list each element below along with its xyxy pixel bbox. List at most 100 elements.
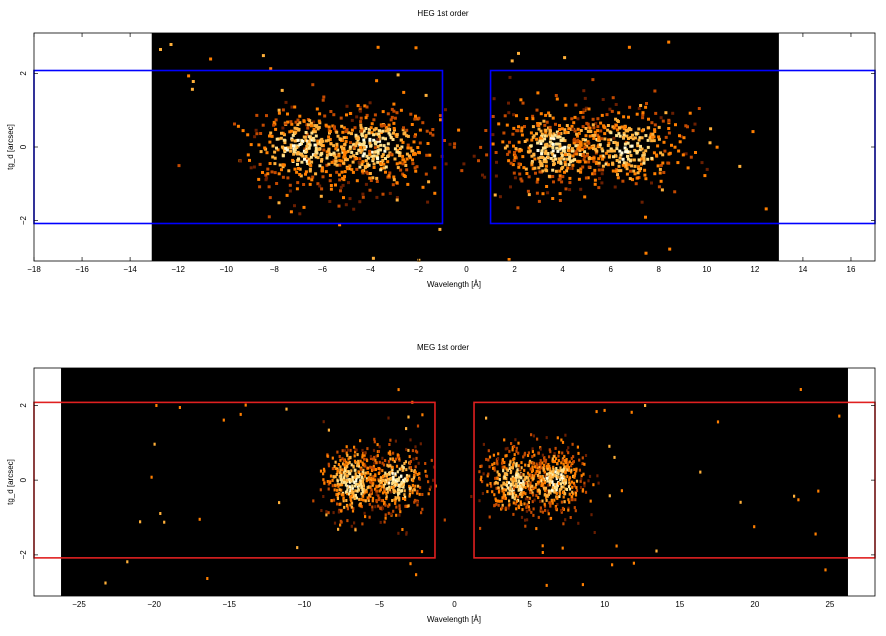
- meg-event-pixel: [526, 518, 529, 522]
- meg-event-pixel: [520, 476, 523, 480]
- heg-event-pixel: [637, 138, 641, 142]
- heg-event-pixel: [523, 140, 527, 143]
- heg-event-pixel: [576, 134, 579, 138]
- heg-event-pixel: [411, 158, 414, 162]
- meg-event-pixel: [327, 487, 330, 491]
- heg-x-tick-label: 16: [847, 265, 856, 274]
- heg-x-tick-label: 8: [657, 265, 662, 274]
- heg-event-pixel: [626, 154, 629, 158]
- meg-event-pixel: [370, 481, 373, 485]
- heg-event-pixel: [334, 147, 338, 151]
- meg-event-pixel: [523, 453, 526, 457]
- meg-event-pixel: [410, 469, 413, 472]
- heg-event-pixel: [676, 161, 680, 165]
- heg-event-pixel: [565, 157, 569, 161]
- meg-event-pixel: [389, 452, 392, 456]
- heg-event-pixel: [583, 150, 587, 154]
- heg-event-pixel: [652, 139, 656, 143]
- meg-event-pixel: [371, 483, 374, 487]
- heg-event-pixel: [554, 157, 558, 161]
- meg-event-pixel: [416, 503, 419, 507]
- meg-event-pixel: [362, 477, 365, 481]
- meg-event-pixel: [529, 467, 532, 471]
- heg-event-pixel: [492, 97, 496, 101]
- heg-event-pixel: [600, 113, 604, 117]
- heg-event-pixel: [388, 133, 392, 137]
- heg-event-pixel: [360, 127, 364, 131]
- meg-event-pixel: [349, 495, 352, 499]
- heg-event-pixel: [519, 177, 523, 181]
- meg-event-pixel: [405, 532, 408, 536]
- meg-event-pixel: [351, 484, 354, 488]
- meg-event-pixel: [326, 454, 329, 458]
- meg-event-pixel: [487, 458, 490, 462]
- heg-event-pixel: [606, 128, 610, 132]
- meg-event-pixel: [419, 442, 422, 446]
- meg-event-pixel: [549, 476, 552, 480]
- meg-event-pixel: [408, 455, 411, 459]
- heg-event-pixel: [403, 160, 407, 164]
- heg-event-pixel: [410, 149, 414, 153]
- heg-event-pixel: [635, 112, 639, 116]
- heg-event-pixel: [642, 151, 646, 155]
- heg-event-pixel: [531, 114, 535, 118]
- heg-event-pixel: [281, 108, 285, 112]
- meg-event-pixel: [504, 506, 507, 510]
- heg-event-pixel: [535, 137, 539, 141]
- meg-event-pixel: [470, 495, 473, 498]
- meg-event-pixel: [381, 499, 385, 503]
- heg-event-pixel: [365, 165, 369, 168]
- meg-event-pixel: [567, 485, 571, 489]
- heg-event-pixel: [261, 171, 264, 174]
- meg-event-pixel: [528, 459, 532, 463]
- meg-event-pixel: [337, 463, 340, 466]
- heg-x-ticks: −18 −16 −14 −12 −10 −8 −6 −4 −2 0 2 4 6 8 10 12 14 16: [27, 33, 856, 274]
- heg-event-pixel: [659, 179, 663, 183]
- heg-event-pixel: [514, 147, 518, 151]
- meg-event-pixel: [350, 499, 353, 503]
- meg-event-pixel: [403, 493, 406, 497]
- heg-event-pixel: [418, 141, 422, 145]
- meg-event-pixel: [540, 484, 543, 487]
- heg-event-pixel: [508, 140, 511, 144]
- meg-event-pixel: [575, 489, 579, 493]
- meg-event-pixel: [345, 499, 348, 502]
- heg-event-pixel: [657, 185, 661, 189]
- meg-background-event: [739, 500, 742, 504]
- heg-event-pixel: [577, 131, 581, 135]
- meg-event-pixel: [366, 486, 369, 490]
- heg-event-pixel: [594, 122, 598, 125]
- heg-event-pixel: [362, 152, 366, 156]
- meg-event-pixel: [583, 481, 586, 485]
- heg-event-pixel: [334, 156, 338, 160]
- meg-background-event: [608, 494, 611, 498]
- heg-event-pixel: [624, 150, 628, 154]
- meg-event-pixel: [364, 489, 367, 493]
- meg-event-pixel: [553, 460, 556, 463]
- heg-event-pixel: [536, 91, 540, 95]
- meg-event-pixel: [432, 465, 436, 469]
- meg-event-pixel: [569, 516, 572, 519]
- meg-event-pixel: [403, 489, 406, 493]
- meg-event-pixel: [343, 476, 346, 480]
- heg-event-pixel: [520, 129, 524, 133]
- heg-event-pixel: [622, 127, 626, 131]
- meg-event-pixel: [532, 513, 535, 517]
- meg-event-pixel: [362, 452, 365, 455]
- heg-background-event: [644, 251, 648, 255]
- meg-event-pixel: [327, 464, 331, 468]
- meg-event-pixel: [338, 491, 341, 495]
- heg-event-pixel: [535, 180, 539, 184]
- meg-event-pixel: [374, 468, 377, 471]
- meg-event-pixel: [375, 489, 378, 493]
- heg-event-pixel: [631, 178, 634, 182]
- meg-event-pixel: [532, 476, 535, 480]
- heg-event-pixel: [568, 176, 572, 180]
- heg-event-pixel: [587, 107, 591, 111]
- meg-event-pixel: [540, 475, 543, 479]
- heg-event-pixel: [677, 149, 681, 153]
- heg-event-pixel: [318, 184, 322, 188]
- meg-event-pixel: [329, 474, 333, 478]
- heg-event-pixel: [320, 187, 324, 191]
- heg-event-pixel: [519, 98, 523, 102]
